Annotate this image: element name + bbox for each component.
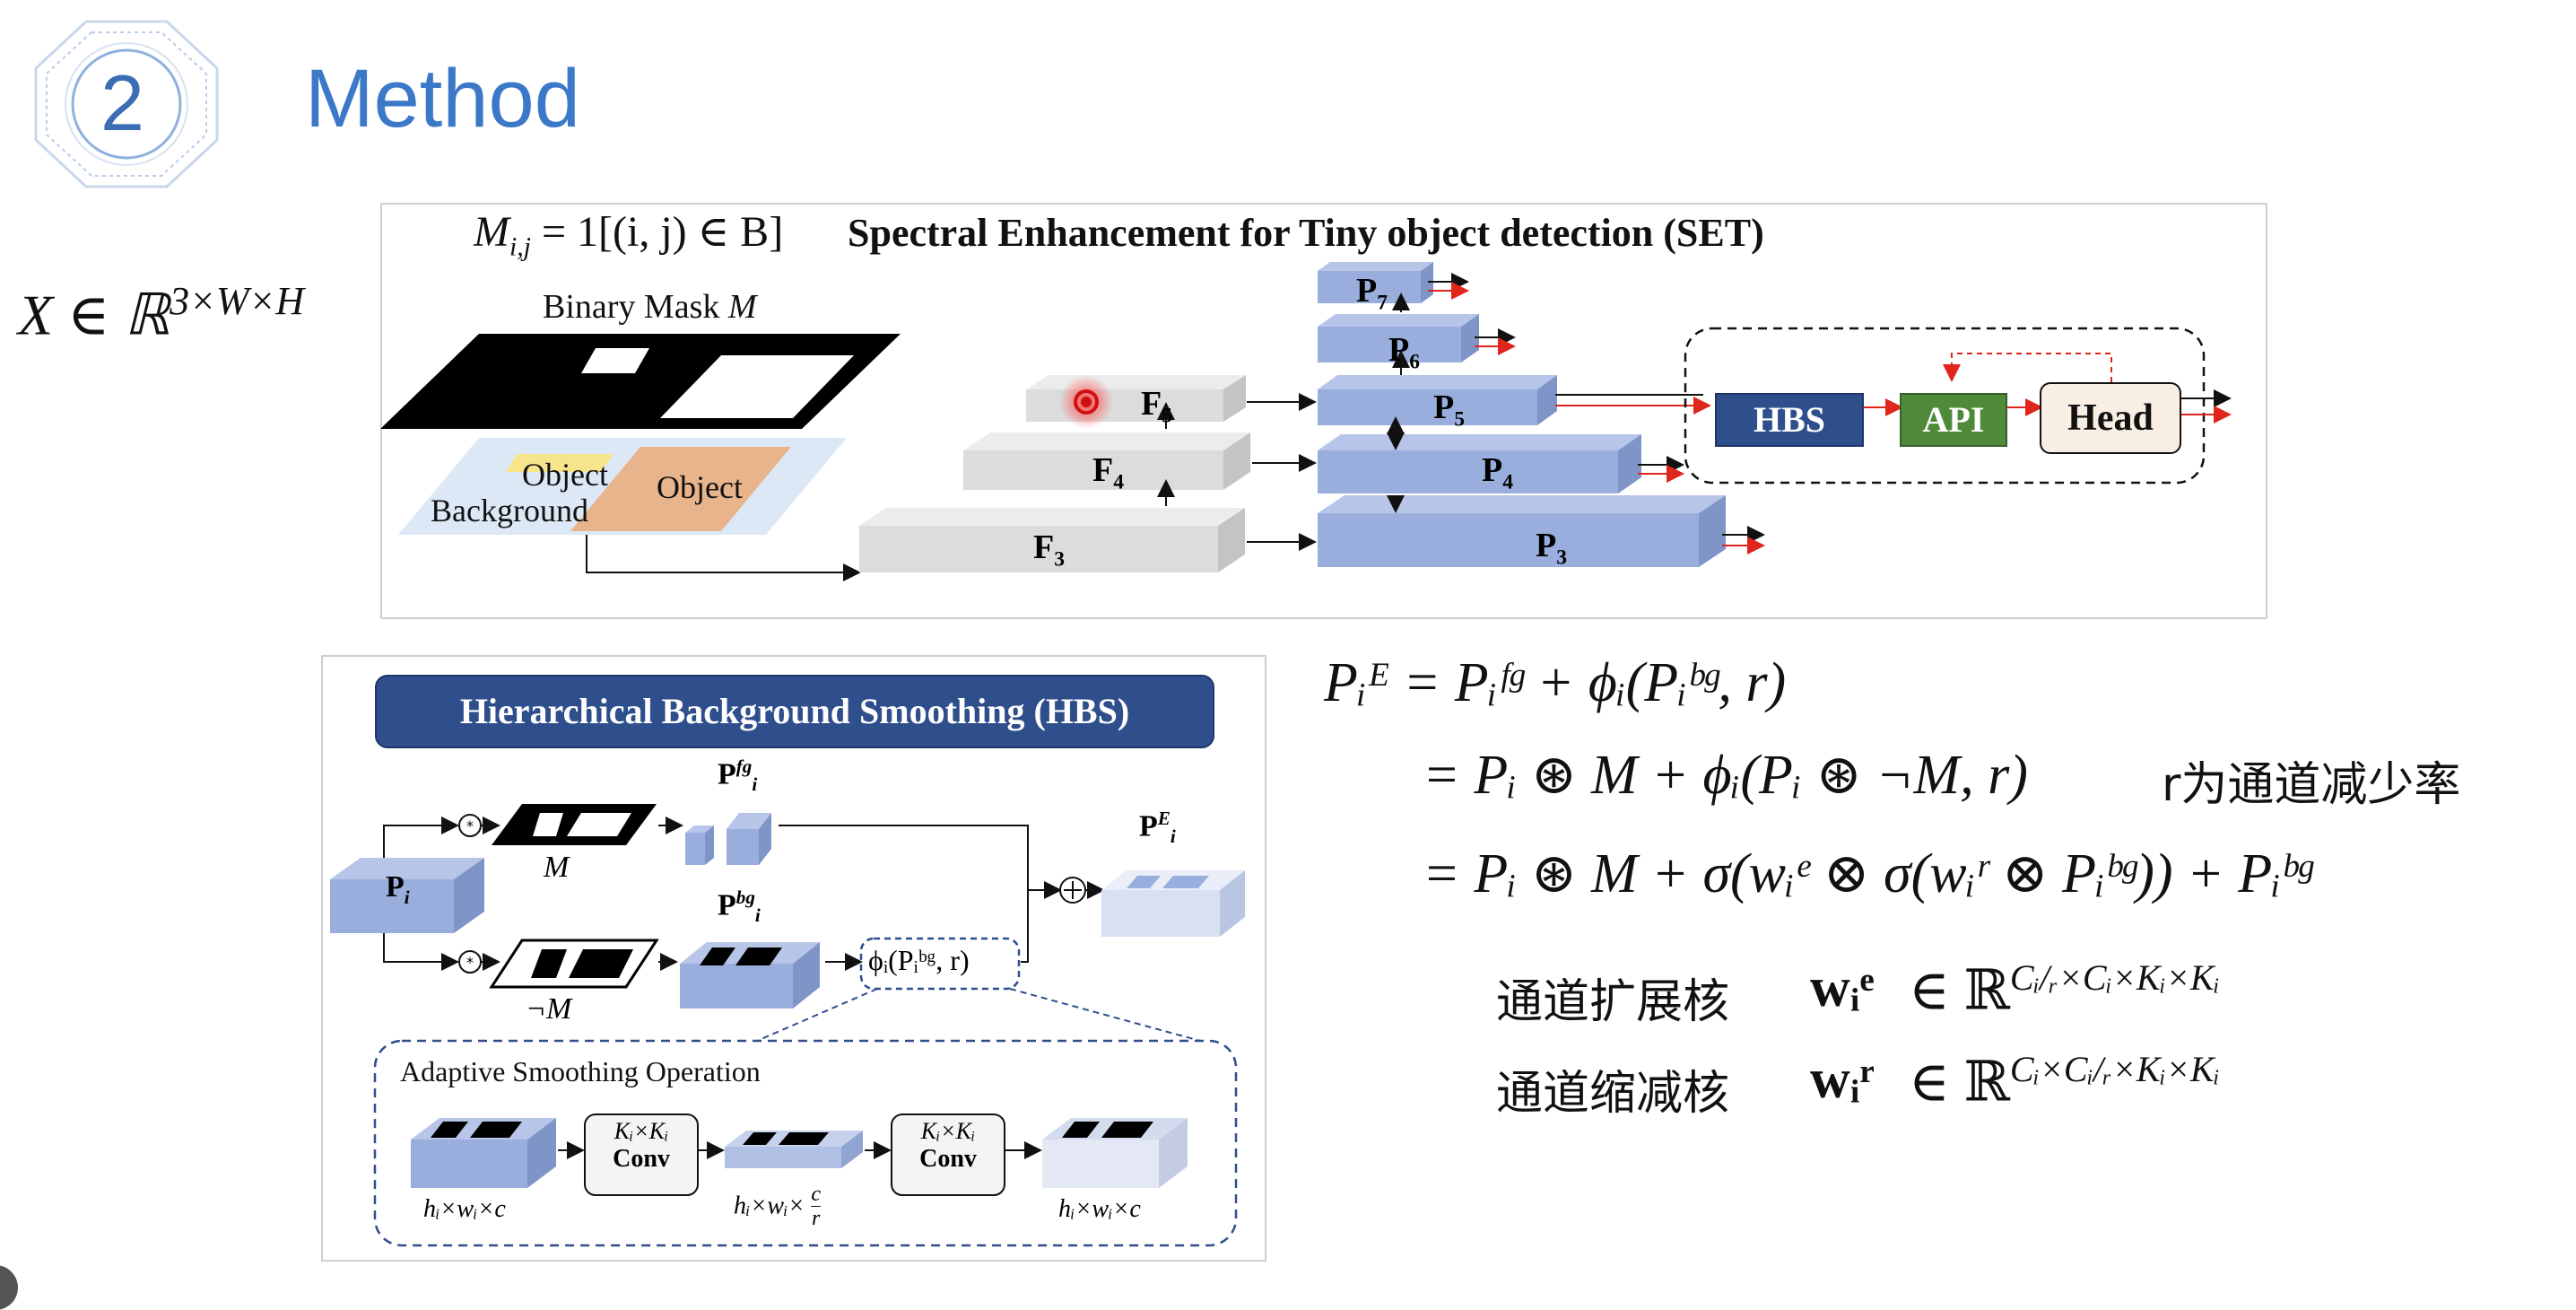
dim-label-2-den: r — [811, 1207, 821, 1230]
mask-not-m-icon — [489, 939, 659, 989]
conv-2-kernel: Kᵢ×Kᵢ — [920, 1118, 976, 1144]
section-number: 2 — [100, 58, 144, 147]
conv-1-text: Kᵢ×Kᵢ Conv — [585, 1118, 698, 1174]
object-to-f3-arrow — [586, 535, 861, 581]
p-e-label: PEi — [1139, 808, 1176, 848]
conv-box-1 — [584, 1114, 699, 1196]
dim-label-1: hᵢ×wᵢ×c — [423, 1195, 506, 1223]
reduce-kernel-dims: Cᵢ×Cᵢ/ᵣ×Kᵢ×Kᵢ — [2009, 1049, 2220, 1089]
f3-label: F3 — [1033, 528, 1065, 572]
p5-label: P5 — [1433, 389, 1465, 432]
f4-label: F4 — [1092, 451, 1124, 494]
object-label-small: Object — [522, 457, 608, 493]
reduce-kernel-var: wᵢʳ — [1810, 1049, 1875, 1110]
mask-formula-sub: i,j — [509, 231, 531, 262]
p5-block — [1318, 375, 1557, 425]
expand-kernel-set: ∈ ℝCᵢ/ᵣ×Cᵢ×Kᵢ×Kᵢ — [1909, 956, 2220, 1024]
binary-mask-label: Binary Mask M — [543, 287, 757, 327]
aso-output-block — [1042, 1140, 1159, 1188]
mask-formula: Mi,j = 1[(i, j) ∈ B] — [474, 206, 783, 263]
mask-not-m-label: ¬M — [526, 992, 572, 1026]
head-box: Head — [2040, 382, 2181, 454]
mask-hole-small — [581, 348, 649, 373]
f5-label: F5 — [1141, 385, 1172, 428]
p3-label: P3 — [1536, 527, 1567, 570]
f5-block — [1026, 375, 1246, 422]
input-eq-text: X ∈ ℝ — [18, 283, 170, 347]
hbs-title: Hierarchical Background Smoothing (HBS) — [375, 675, 1214, 748]
phi-expression: ϕᵢ(Pᵢᵇᵍ, r) — [868, 944, 970, 976]
dim-label-2-base: hᵢ×wᵢ× — [734, 1192, 805, 1220]
set-title: Spectral Enhancement for Tiny object det… — [848, 211, 1764, 255]
conv-2-text: Kᵢ×Kᵢ Conv — [892, 1118, 1005, 1174]
input-equation: X ∈ ℝ3×W×H — [18, 278, 304, 348]
object-label-large: Object — [657, 469, 743, 505]
corner-circle — [0, 1265, 18, 1310]
p-e-block — [1101, 890, 1220, 937]
p4-block — [1318, 434, 1641, 493]
p-bg-block — [680, 964, 793, 1009]
aso-title: Adaptive Smoothing Operation — [400, 1055, 761, 1087]
mask-m-label: M — [544, 851, 570, 884]
expand-kernel-var: wᵢᵉ — [1810, 957, 1875, 1018]
p-i-label: Pi — [386, 870, 410, 908]
p3-block — [1318, 495, 1726, 567]
p4-label: P4 — [1482, 451, 1513, 494]
input-eq-sup: 3×W×H — [170, 279, 304, 323]
conv-1-kernel: Kᵢ×Kᵢ — [614, 1118, 669, 1144]
object-region-small — [506, 454, 614, 472]
reduce-kernel-set-symbol: ∈ ℝ — [1909, 1052, 2010, 1114]
p-bg-label: Pbgi — [718, 886, 761, 927]
dim-label-2: hᵢ×wᵢ× c r — [734, 1183, 821, 1230]
f3-block — [859, 508, 1245, 572]
equation-line-2-note: r为通道减少率 — [2162, 758, 2461, 812]
aso-region-dashed — [373, 1039, 1238, 1247]
reduce-kernel-set: ∈ ℝCᵢ×Cᵢ/ᵣ×Kᵢ×Kᵢ — [1909, 1048, 2220, 1115]
aso-input-block — [411, 1140, 527, 1188]
hbs-diagram: * * — [330, 804, 1245, 1247]
expand-kernel-label: 通道扩展核 — [1496, 975, 1730, 1029]
equation-line-3: = Pᵢ ⊛ M + σ(wᵢᵉ ⊗ σ(wᵢʳ ⊗ Pᵢᵇᵍ)) + Pᵢᵇᵍ — [1423, 843, 2312, 904]
p6-block — [1318, 314, 1479, 362]
binary-mask-text: Binary Mask — [543, 288, 720, 326]
dim-label-3: hᵢ×wᵢ×c — [1058, 1195, 1141, 1223]
binary-mask-var: M — [727, 288, 757, 326]
mask-formula-var: M — [474, 208, 509, 256]
equation-line-1: Pᵢᴱ = Pᵢᶠᵍ + ϕᵢ(Pᵢᵇᵍ, r) — [1324, 652, 1787, 713]
phi-box-dashed — [859, 937, 1021, 991]
f4-block — [963, 432, 1250, 490]
dim-label-2-num: c — [811, 1183, 821, 1207]
aso-mid-block — [725, 1147, 841, 1168]
api-box: API — [1900, 393, 2007, 447]
p6-label: P6 — [1388, 331, 1420, 374]
mask-formula-rest: = 1[(i, j) ∈ B] — [530, 208, 784, 256]
conv-2-label: Conv — [919, 1145, 977, 1173]
mask-hole-large — [660, 355, 854, 418]
svg-text:*: * — [466, 817, 474, 834]
svg-text:*: * — [466, 954, 474, 971]
expand-kernel-set-symbol: ∈ ℝ — [1909, 960, 2010, 1022]
p7-block — [1318, 262, 1433, 303]
expand-kernel-dims: Cᵢ/ᵣ×Cᵢ×Kᵢ×Kᵢ — [2009, 957, 2220, 998]
section-badge — [32, 18, 221, 190]
octagon-badge-icon — [34, 20, 219, 188]
object-region-large — [570, 447, 791, 531]
set-diagram — [380, 262, 2232, 581]
head-region-dashed — [1684, 327, 2206, 485]
conv-box-2 — [891, 1114, 1005, 1196]
p-fg-large — [727, 829, 759, 865]
p-i-block — [330, 879, 454, 933]
p7-label: P7 — [1356, 272, 1388, 315]
conv-1-label: Conv — [613, 1145, 670, 1173]
equation-line-2: = Pᵢ ⊛ M + ϕᵢ(Pᵢ ⊛ ¬M, r) — [1423, 745, 2028, 806]
p-fg-small — [685, 833, 705, 865]
reduce-kernel-label: 通道缩减核 — [1496, 1067, 1730, 1121]
hbs-box: HBS — [1715, 393, 1864, 447]
attention-dot — [1074, 389, 1099, 415]
p-fg-label: Pfgi — [718, 755, 758, 796]
slide-title: Method — [305, 53, 580, 144]
background-label: Background — [431, 493, 588, 528]
